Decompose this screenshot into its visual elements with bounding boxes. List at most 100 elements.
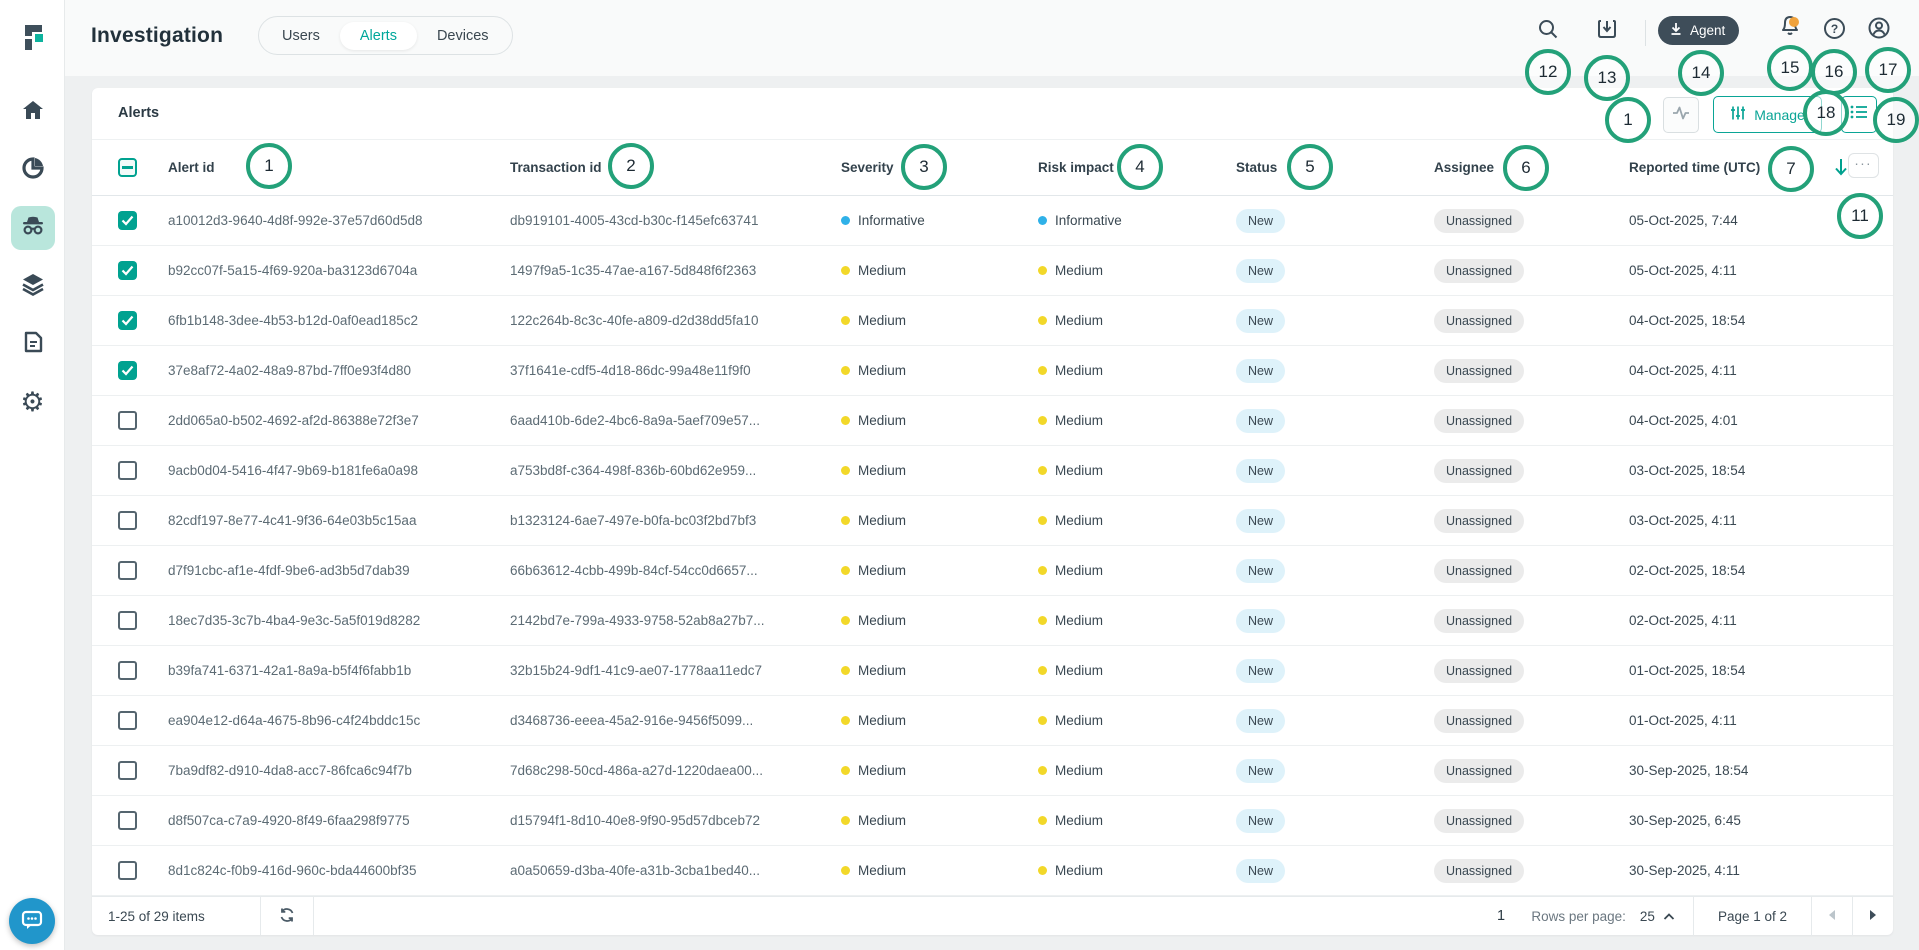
account-button[interactable] [1862,13,1896,47]
risk-impact-label: Medium [1055,563,1104,578]
row-checkbox[interactable] [118,861,137,880]
column-header-assignee[interactable]: Assignee [1434,160,1495,175]
assignee-badge: Unassigned [1434,608,1525,633]
risk-impact-label: Medium [1055,413,1104,428]
rows-per-page-select[interactable]: 25 [1640,909,1675,924]
tab-users[interactable]: Users [282,27,320,44]
agent-button[interactable]: Agent [1658,16,1740,45]
refresh-button[interactable] [261,897,313,935]
footer-divider [1811,896,1812,936]
row-checkbox[interactable] [118,261,137,280]
severity-cell: Medium [841,813,1038,828]
view-tab-group: Users Alerts Devices [258,16,513,55]
assignee-badge: Unassigned [1434,258,1525,283]
table-row[interactable]: 9acb0d04-5416-4f47-9b69-b181fe6a0a98 a75… [92,446,1893,496]
sidebar-item-investigation[interactable] [10,206,55,250]
risk-impact-dot-icon [1038,866,1047,875]
export-button[interactable] [1590,14,1624,48]
transaction-id-cell: b1323124-6ae7-497e-b0fa-bc03f2bd7bf3 [510,513,757,528]
svg-text:?: ? [1830,22,1837,36]
tab-devices[interactable]: Devices [436,27,489,44]
rows-per-page-label: Rows per page: [1531,908,1626,924]
risk-impact-cell: Medium [1038,763,1236,778]
table-row[interactable]: ea904e12-d64a-4675-8b96-c4f24bddc15c d34… [92,696,1893,746]
reported-time-cell: 01-Oct-2025, 4:11 [1629,713,1737,728]
table-row[interactable]: 6fb1b148-3dee-4b53-b12d-0af0ead185c2 122… [92,296,1893,346]
bell-icon [1778,14,1802,43]
pie-chart-icon [20,155,46,186]
sidebar-item-analytics[interactable] [11,148,55,192]
column-header-alert-id[interactable]: Alert id [168,160,215,175]
help-button[interactable]: ? [1817,14,1851,48]
risk-impact-dot-icon [1038,566,1047,575]
risk-impact-label: Medium [1055,363,1104,378]
sidebar: ⚙ [0,0,65,950]
transaction-id-cell: 66b63612-4cbb-499b-84cf-54cc0d6657... [510,563,758,578]
column-header-reported-time[interactable]: Reported time (UTC) [1629,160,1761,175]
alert-id-cell: a10012d3-9640-4d8f-992e-37e57d60d5d8 [168,213,423,228]
sidebar-item-reports[interactable] [11,322,55,366]
status-badge: New [1236,708,1286,733]
manage-button[interactable]: Manage [1713,96,1822,133]
row-checkbox[interactable] [118,311,137,330]
severity-cell: Medium [841,463,1038,478]
download-icon [1669,22,1683,39]
severity-label: Medium [858,763,907,778]
alert-id-cell: 8d1c824c-f0b9-416d-960c-bda44600bf35 [168,863,417,878]
sidebar-item-home[interactable] [11,90,55,134]
row-checkbox[interactable] [118,661,137,680]
table-row[interactable]: 8d1c824c-f0b9-416d-960c-bda44600bf35 a0a… [92,846,1893,896]
table-row[interactable]: 7ba9df82-d910-4da8-acc7-86fca6c94f7b 7d6… [92,746,1893,796]
status-badge: New [1236,508,1286,533]
risk-impact-label: Medium [1055,663,1104,678]
column-header-risk-impact[interactable]: Risk impact [1038,160,1114,175]
column-header-status[interactable]: Status [1236,160,1278,175]
table-row[interactable]: 82cdf197-8e77-4c41-9f36-64e03b5c15aa b13… [92,496,1893,546]
table-row[interactable]: 37e8af72-4a02-48a9-87bd-7ff0e93f4d80 37f… [92,346,1893,396]
severity-cell: Medium [841,713,1038,728]
table-row[interactable]: d7f91cbc-af1e-4fdf-9be6-ad3b5d7dab39 66b… [92,546,1893,596]
severity-label: Medium [858,363,907,378]
notification-badge [1789,16,1799,27]
alert-id-cell: 6fb1b148-3dee-4b53-b12d-0af0ead185c2 [168,313,418,328]
sidebar-item-layers[interactable] [11,264,55,308]
row-checkbox[interactable] [118,561,137,580]
row-checkbox[interactable] [118,511,137,530]
rows-per-page-value: 25 [1639,908,1655,924]
column-header-transaction-id[interactable]: Transaction id [510,160,602,175]
row-checkbox[interactable] [118,761,137,780]
row-checkbox[interactable] [118,361,137,380]
severity-cell: Medium [841,863,1038,878]
column-options-button[interactable]: ... [1848,153,1879,178]
table-row[interactable]: 2dd065a0-b502-4692-af2d-86388e72f3e7 6aa… [92,396,1893,446]
table-row[interactable]: b92cc07f-5a15-4f69-920a-ba3123d6704a 149… [92,246,1893,296]
chat-fab-button[interactable] [9,898,55,944]
risk-impact-label: Medium [1055,313,1104,328]
table-row[interactable]: a10012d3-9640-4d8f-992e-37e57d60d5d8 db9… [92,196,1893,246]
notifications-button[interactable] [1773,11,1807,45]
severity-dot-icon [841,466,850,475]
next-page-button[interactable] [1853,897,1893,935]
previous-page-button[interactable] [1812,897,1852,935]
table-row[interactable]: d8f507ca-c7a9-4920-8f49-6faa298f9775 d15… [92,796,1893,846]
list-view-button[interactable] [1841,96,1877,133]
sort-descending-icon[interactable] [1832,157,1850,182]
select-all-checkbox[interactable] [118,158,137,177]
row-checkbox[interactable] [118,411,137,430]
column-header-severity[interactable]: Severity [841,160,894,175]
activity-button[interactable] [1663,97,1699,133]
row-checkbox[interactable] [118,211,137,230]
row-checkbox[interactable] [118,461,137,480]
row-checkbox[interactable] [118,711,137,730]
tab-alerts[interactable]: Alerts [339,21,417,50]
reported-time-cell: 04-Oct-2025, 18:54 [1629,313,1746,328]
table-row[interactable]: 18ec7d35-3c7b-4ba4-9e3c-5a5f019d8282 214… [92,596,1893,646]
sidebar-item-settings[interactable]: ⚙ [11,380,55,424]
severity-cell: Medium [841,613,1038,628]
row-checkbox[interactable] [118,611,137,630]
table-row[interactable]: b39fa741-6371-42a1-8a9a-b5f4f6fabb1b 32b… [92,646,1893,696]
document-icon [21,330,45,359]
search-button[interactable] [1531,14,1565,48]
row-checkbox[interactable] [118,811,137,830]
risk-impact-cell: Medium [1038,463,1236,478]
